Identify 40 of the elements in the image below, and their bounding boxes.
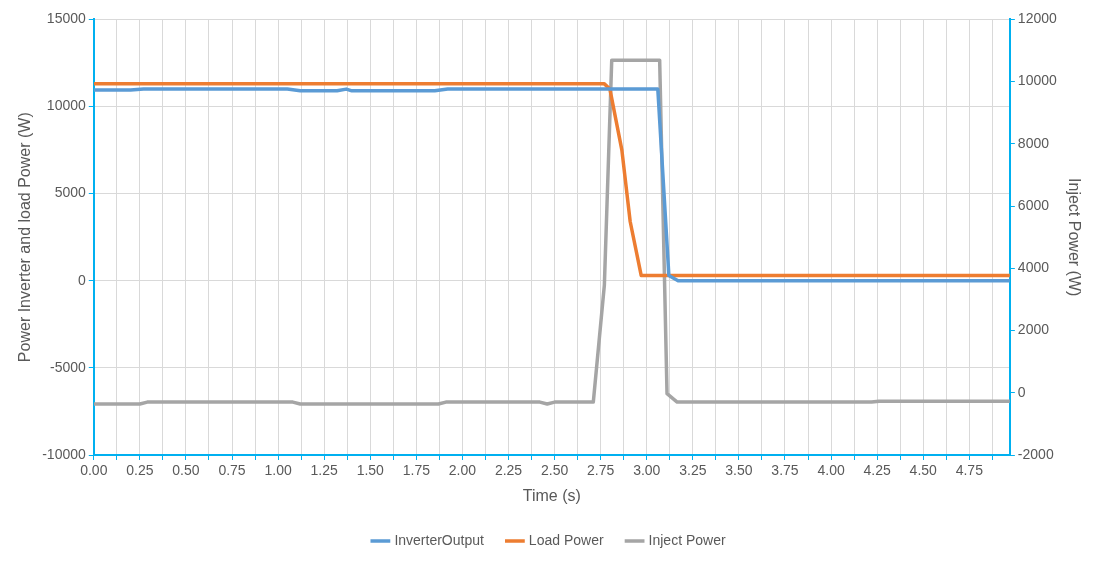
x-tick-label: 2.25 [494,462,523,479]
legend-label: Load Power [528,531,604,548]
x-tick-label: 2.00 [448,462,477,479]
x-tick-label: 1.75 [402,462,431,479]
x-tick-label: 3.00 [633,462,661,479]
x-tick-label: 1.25 [310,462,339,479]
legend-label: Inject Power [648,531,726,548]
x-tick-label: 1.00 [264,462,292,479]
y2-tick-label: 0 [1017,383,1026,400]
y2-tick-label: 12000 [1017,10,1058,27]
y-tick-label: 10000 [46,97,86,114]
x-tick-label: 0.75 [218,462,246,479]
x-axis-title: Time (s) [522,486,581,504]
y2-tick-label: 6000 [1017,196,1050,213]
x-tick-label: 0.00 [80,462,108,479]
x-tick-label: 1.50 [356,462,385,479]
x-tick-label: 0.25 [126,462,154,479]
y-tick-label: 5000 [54,184,86,201]
y2-tick-label: 10000 [1017,72,1058,89]
y2-axis-title: Inject Power (W) [1065,178,1083,297]
x-tick-label: 2.75 [587,462,615,479]
y-tick-label: -10000 [42,445,87,462]
x-tick-label: 0.50 [172,462,200,479]
y-tick-label: 0 [78,271,86,288]
legend-label: InverterOutput [394,531,484,548]
x-tick-label: 4.25 [863,462,891,479]
x-tick-label: 4.00 [817,462,845,479]
y2-tick-label: -2000 [1017,445,1054,462]
x-tick-label: 3.25 [679,462,707,479]
y2-tick-label: 8000 [1017,134,1050,151]
y-tick-label: 15000 [46,10,86,27]
x-tick-label: 2.50 [540,462,569,479]
y-axis-title: Power Inverter and load Power (W) [16,112,34,363]
x-tick-label: 3.75 [771,462,799,479]
x-tick-label: 4.75 [955,462,984,479]
x-tick-label: 3.50 [725,462,753,479]
y-tick-label: -5000 [49,358,86,375]
y2-tick-label: 4000 [1017,259,1050,276]
y2-tick-label: 2000 [1017,321,1050,338]
x-tick-label: 4.50 [909,462,938,479]
